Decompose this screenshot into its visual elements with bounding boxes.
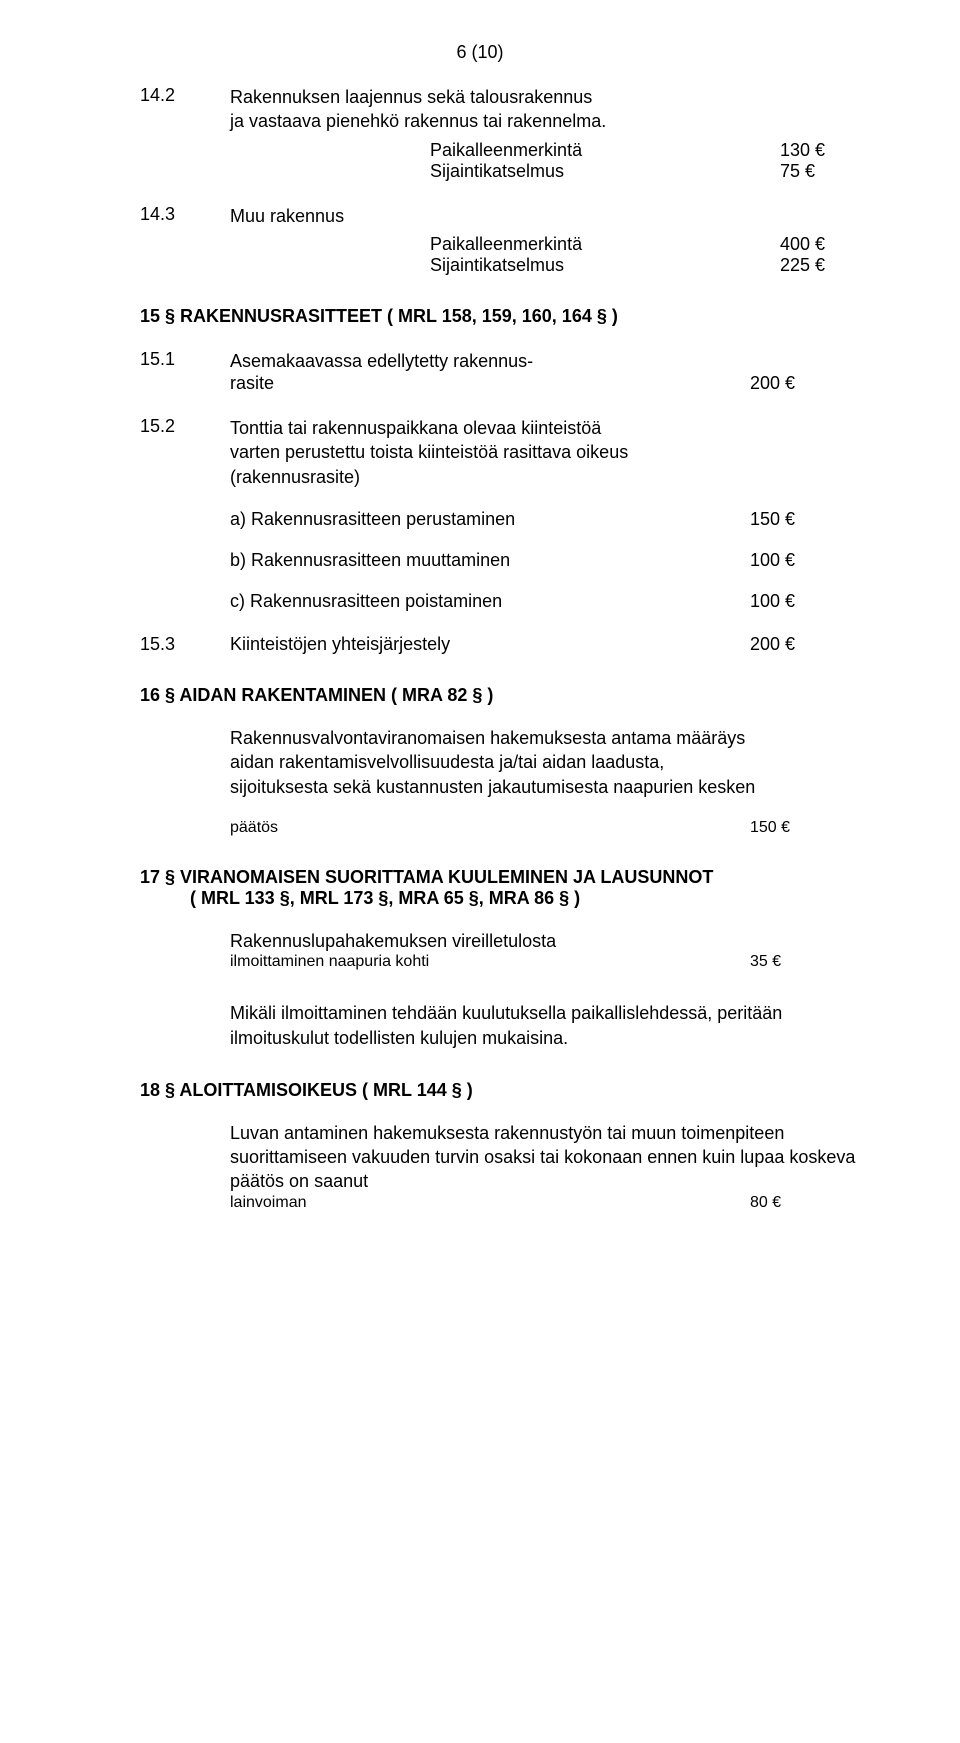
value-label: Sijaintikatselmus	[430, 161, 760, 182]
section-body: Asemakaavassa edellytetty rakennus- rasi…	[230, 349, 880, 394]
text-line: Luvan antaminen hakemuksesta rakennustyö…	[230, 1121, 880, 1194]
value-label: b) Rakennusrasitteen muuttaminen	[230, 550, 730, 571]
heading-17-line2: ( MRL 133 §, MRL 173 §, MRA 65 §, MRA 86…	[140, 888, 880, 909]
value-amount: 80 €	[730, 1194, 850, 1212]
section-14-3: 14.3 Muu rakennus Paikalleenmerkintä 400…	[140, 204, 880, 276]
value-amount: 225 €	[760, 255, 880, 276]
value-amount: 400 €	[760, 234, 880, 255]
value-row: Kiinteistöjen yhteisjärjestely 200 €	[230, 634, 850, 655]
value-row: ilmoittaminen naapuria kohti 35 €	[230, 953, 850, 971]
value-label: Paikalleenmerkintä	[430, 140, 760, 161]
value-row: b) Rakennusrasitteen muuttaminen 100 €	[230, 550, 850, 571]
value-label: lainvoiman	[230, 1194, 730, 1212]
value-amount: 150 €	[730, 509, 850, 530]
value-row: a) Rakennusrasitteen perustaminen 150 €	[230, 509, 850, 530]
text-line: Muu rakennus	[230, 204, 880, 228]
value-amount: 100 €	[730, 550, 850, 571]
section-15-3: 15.3 Kiinteistöjen yhteisjärjestely 200 …	[140, 634, 880, 655]
text-line: sijoituksesta sekä kustannusten jakautum…	[230, 775, 880, 799]
text-line: aidan rakentamisvelvollisuudesta ja/tai …	[230, 750, 880, 774]
section-number: 15.1	[140, 349, 230, 370]
text-line: Rakennusvalvontaviranomaisen hakemuksest…	[230, 726, 880, 750]
section-number: 15.3	[140, 634, 230, 655]
section-17-body: Rakennuslupahakemuksen vireilletulosta i…	[140, 929, 880, 1050]
value-label: rasite	[230, 373, 730, 394]
value-label: ilmoittaminen naapuria kohti	[230, 953, 730, 971]
value-amount: 200 €	[730, 634, 850, 655]
text-line: Rakennuslupahakemuksen vireilletulosta	[230, 929, 880, 953]
value-label: a) Rakennusrasitteen perustaminen	[230, 509, 730, 530]
note-text: Mikäli ilmoittaminen tehdään kuulutuksel…	[230, 1001, 880, 1050]
value-amount: 200 €	[730, 373, 850, 394]
value-amount: 75 €	[760, 161, 880, 182]
section-18-body: Luvan antaminen hakemuksesta rakennustyö…	[140, 1121, 880, 1212]
text-line: Asemakaavassa edellytetty rakennus-	[230, 349, 880, 373]
section-number: 14.3	[140, 204, 230, 225]
text-line: Rakennuksen laajennus sekä talousrakennu…	[230, 85, 880, 109]
heading-17: 17 § VIRANOMAISEN SUORITTAMA KUULEMINEN …	[140, 867, 880, 909]
text-line: Tonttia tai rakennuspaikkana olevaa kiin…	[230, 416, 880, 440]
text-line: ja vastaava pienehkö rakennus tai rakenn…	[230, 109, 880, 133]
value-row: Sijaintikatselmus 75 €	[230, 161, 880, 182]
value-label: päätös	[230, 819, 730, 837]
heading-16: 16 § AIDAN RAKENTAMINEN ( MRA 82 § )	[140, 685, 880, 706]
text-line: varten perustettu toista kiinteistöä ras…	[230, 440, 880, 464]
value-label: Paikalleenmerkintä	[430, 234, 760, 255]
heading-15: 15 § RAKENNUSRASITTEET ( MRL 158, 159, 1…	[140, 306, 880, 327]
section-body: Tonttia tai rakennuspaikkana olevaa kiin…	[230, 416, 880, 612]
page-number: 6 (10)	[0, 42, 960, 63]
heading-17-line1: 17 § VIRANOMAISEN SUORITTAMA KUULEMINEN …	[140, 867, 880, 888]
section-body: Kiinteistöjen yhteisjärjestely 200 €	[230, 634, 880, 655]
value-amount: 100 €	[730, 591, 850, 612]
section-15-2: 15.2 Tonttia tai rakennuspaikkana olevaa…	[140, 416, 880, 612]
document-page: 6 (10) 14.2 Rakennuksen laajennus sekä t…	[0, 0, 960, 1743]
section-number: 15.2	[140, 416, 230, 437]
value-row: Paikalleenmerkintä 400 €	[230, 234, 880, 255]
value-amount: 150 €	[730, 819, 850, 837]
value-label: c) Rakennusrasitteen poistaminen	[230, 591, 730, 612]
section-body: Rakennuksen laajennus sekä talousrakennu…	[230, 85, 880, 182]
heading-18: 18 § ALOITTAMISOIKEUS ( MRL 144 § )	[140, 1080, 880, 1101]
value-row: päätös 150 €	[230, 819, 850, 837]
value-label: Sijaintikatselmus	[430, 255, 760, 276]
value-row: lainvoiman 80 €	[230, 1194, 850, 1212]
section-16-body: Rakennusvalvontaviranomaisen hakemuksest…	[140, 726, 880, 837]
section-15-1: 15.1 Asemakaavassa edellytetty rakennus-…	[140, 349, 880, 394]
section-body: Muu rakennus Paikalleenmerkintä 400 € Si…	[230, 204, 880, 276]
value-row: Paikalleenmerkintä 130 €	[230, 140, 880, 161]
value-row: c) Rakennusrasitteen poistaminen 100 €	[230, 591, 850, 612]
value-row: rasite 200 €	[230, 373, 850, 394]
text-line: (rakennusrasite)	[230, 465, 880, 489]
section-14-2: 14.2 Rakennuksen laajennus sekä talousra…	[140, 85, 880, 182]
value-label: Kiinteistöjen yhteisjärjestely	[230, 634, 730, 655]
value-amount: 130 €	[760, 140, 880, 161]
section-number: 14.2	[140, 85, 230, 106]
value-row: Sijaintikatselmus 225 €	[230, 255, 880, 276]
value-amount: 35 €	[730, 953, 850, 971]
